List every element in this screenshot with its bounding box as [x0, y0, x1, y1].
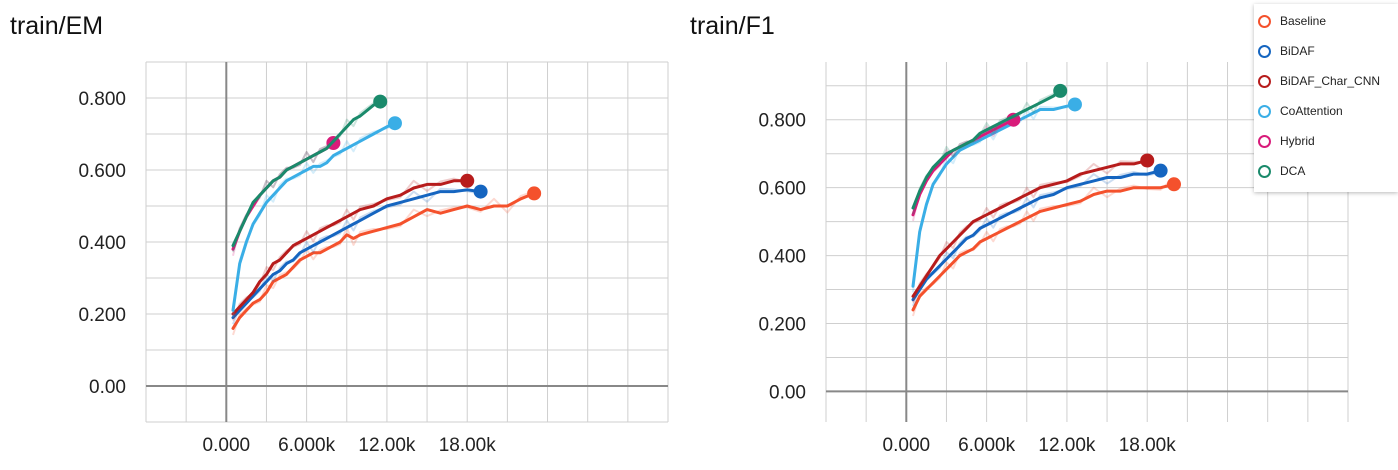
- legend-label: BiDAF_Char_CNN: [1280, 74, 1381, 88]
- series-endpoint-bidaf-char-cnn[interactable]: [1140, 153, 1155, 168]
- legend-marker: [1258, 74, 1271, 88]
- x-tick-label: 6.000k: [278, 435, 336, 456]
- legend-item-dca[interactable]: DCA: [1254, 156, 1398, 186]
- series-line-bidaf-char-cnn[interactable]: [911, 159, 1149, 298]
- series-endpoint-baseline[interactable]: [1167, 177, 1181, 192]
- legend-marker: [1258, 134, 1271, 148]
- x-tick-label: 12.00k: [358, 435, 416, 456]
- legend-marker: [1258, 14, 1271, 28]
- y-tick-label: 0.00: [769, 382, 806, 403]
- series-endpoint-baseline[interactable]: [527, 186, 542, 201]
- series-raw-bidaf: [232, 187, 481, 325]
- x-tick-label: 6.000k: [958, 435, 1016, 456]
- legend-marker: [1258, 104, 1271, 118]
- series-endpoint-bidaf[interactable]: [473, 184, 488, 199]
- y-tick-label: 0.600: [78, 161, 126, 182]
- legend-label: Baseline: [1280, 14, 1327, 28]
- series-endpoint-hybrid[interactable]: [1006, 112, 1021, 127]
- x-tick-label: 0.000: [883, 435, 931, 456]
- y-tick-label: 0.600: [758, 179, 806, 200]
- series-line-baseline[interactable]: [911, 182, 1176, 312]
- legend-label: BiDAF: [1280, 44, 1315, 58]
- series-line-coattention[interactable]: [911, 103, 1077, 288]
- legend-label: DCA: [1280, 164, 1306, 178]
- series-line-bidaf-char-cnn[interactable]: [231, 179, 469, 316]
- series-raw-bidaf-char-cnn: [232, 177, 468, 321]
- legend: Baseline BiDAF BiDAF_Char_CNN CoAttentio…: [1254, 4, 1398, 192]
- y-tick-label: 0.800: [78, 89, 126, 110]
- legend-item-bidaf-char-cnn[interactable]: BiDAF_Char_CNN: [1254, 66, 1398, 96]
- series-line-bidaf[interactable]: [911, 169, 1163, 302]
- series-endpoint-bidaf-char-cnn[interactable]: [460, 173, 475, 188]
- series-endpoint-dca[interactable]: [373, 94, 388, 109]
- em-chart[interactable]: 0.200 0.400 0.600 0.800 0.00 0.000 6.000k 12.00…: [0, 0, 680, 470]
- legend-marker: [1258, 44, 1271, 58]
- y-tick-label: 0.400: [758, 247, 806, 268]
- chart-title-em: train/EM: [10, 12, 104, 40]
- series-line-coattention[interactable]: [231, 121, 397, 312]
- legend-label: CoAttention: [1280, 104, 1343, 118]
- y-tick-label: 0.200: [78, 305, 126, 326]
- legend-item-baseline[interactable]: Baseline: [1254, 6, 1398, 36]
- series-endpoint-coattention[interactable]: [387, 116, 402, 131]
- legend-item-coattention[interactable]: CoAttention: [1254, 96, 1398, 126]
- y-tick-label: 0.00: [89, 377, 126, 398]
- series-raw-bidaf-char-cnn: [912, 160, 1148, 303]
- series-raw-bidaf: [912, 171, 1161, 307]
- y-tick-label: 0.800: [758, 111, 806, 132]
- x-tick-label: 18.00k: [1119, 435, 1177, 456]
- y-tick-label: 0.200: [758, 315, 806, 336]
- series-line-bidaf[interactable]: [231, 188, 483, 320]
- series-line-baseline[interactable]: [231, 191, 536, 330]
- y-tick-label: 0.400: [78, 233, 126, 254]
- x-tick-label: 0.000: [203, 435, 251, 456]
- series-endpoint-bidaf[interactable]: [1153, 163, 1168, 178]
- series-raw-baseline: [232, 190, 535, 336]
- legend-item-hybrid[interactable]: Hybrid: [1254, 126, 1398, 156]
- legend-item-bidaf[interactable]: BiDAF: [1254, 36, 1398, 66]
- chart-title-f1: train/F1: [690, 12, 775, 40]
- series-line-dca[interactable]: [231, 100, 382, 248]
- series-line-dca[interactable]: [911, 89, 1062, 210]
- grid: [145, 61, 669, 423]
- legend-label: Hybrid: [1280, 134, 1315, 148]
- series-raw-hybrid: [912, 120, 1014, 222]
- series-endpoint-coattention[interactable]: [1067, 97, 1082, 112]
- legend-marker: [1258, 164, 1271, 178]
- f1-chart[interactable]: 0.200 0.400 0.600 0.800 0.00 0.000 6.000k 12.00…: [680, 0, 1349, 470]
- series-endpoint-dca[interactable]: [1053, 83, 1068, 98]
- x-tick-label: 12.00k: [1038, 435, 1096, 456]
- x-tick-label: 18.00k: [439, 435, 497, 456]
